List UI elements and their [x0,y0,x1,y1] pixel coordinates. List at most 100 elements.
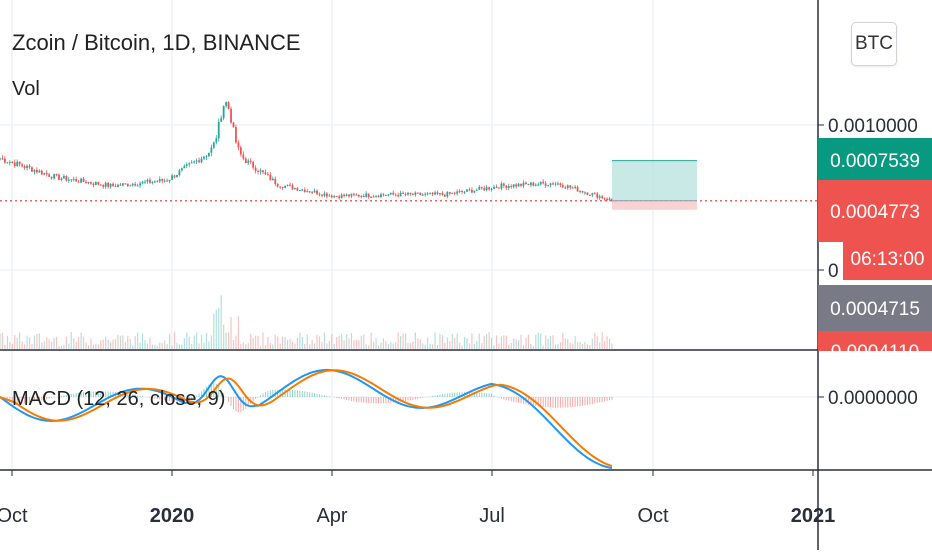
candle-body [97,182,100,185]
volume-bar [259,345,262,350]
volume-bar [80,332,82,350]
volume-bar [33,335,36,350]
candle-body [26,165,28,169]
candle-body [129,185,132,187]
last-price-badge: 0.0004773 [818,180,932,242]
candle-body [271,178,274,181]
currency-button[interactable]: BTC [851,22,897,66]
candle-body [330,195,333,198]
candle-body [269,174,272,181]
volume-bar [68,343,70,350]
candle-body [144,181,146,183]
volume-bar [213,313,215,350]
candle-body [230,108,232,123]
volume-bar [449,341,451,350]
volume-bar [591,338,593,350]
volume-bar [65,336,67,350]
volume-bar [382,338,385,350]
candle-body [193,161,196,163]
candle-body [409,192,412,194]
candle-body [505,185,508,188]
candle-body [151,181,154,183]
candle-body [43,172,46,175]
volume-label[interactable]: Vol [12,78,40,100]
candle-body [488,187,491,190]
candle-body [102,185,105,187]
volume-bar [232,339,235,350]
candle-body [244,158,247,164]
candle-body [257,170,259,172]
volume-bar [456,333,458,350]
candle-body [510,186,513,188]
candle-body [407,192,409,195]
candle-body [40,170,43,175]
candle-body [345,194,348,196]
volume-bar [227,332,230,350]
candle-body [48,174,51,177]
grid-lines [0,0,818,470]
candle-body [475,189,478,191]
volume-bar [132,345,134,350]
price-tick-label: 0.0010000 [828,116,918,137]
volume-bar [402,333,404,350]
candle-body [527,184,530,186]
volume-bar [471,333,473,350]
candle-body [227,102,230,109]
volume-bar [58,345,60,350]
volume-bar [1,332,4,350]
volume-bar [240,343,242,350]
volume-bar [409,342,412,350]
candle-body [291,185,294,190]
candle-body [397,194,400,197]
candle-body [601,196,604,199]
volume-bar [296,337,298,350]
volume-bar [237,316,240,350]
candle-body [421,194,424,196]
volume-bar [97,344,99,350]
candle-body [242,154,245,159]
candle-body [67,179,70,181]
volume-bar [73,338,75,350]
volume-bar [608,338,611,350]
candle-body [279,186,282,188]
candle-body [350,193,353,197]
volume-bar [431,344,434,350]
volume-bar [272,344,274,350]
countdown-badge: 06:13:00 [843,236,932,280]
candle-body [608,198,611,201]
candle-body [60,178,63,180]
candle-body [141,181,144,184]
volume-bar [137,332,139,350]
candle-body [483,188,486,191]
candle-body [274,178,277,185]
candle-body [515,184,518,187]
volume-bar [547,338,549,350]
volume-bar [63,344,65,350]
candle-body [367,193,370,198]
volume-bar [545,335,547,350]
candle-body [281,187,284,189]
volume-bar [60,345,63,350]
volume-bar [476,341,478,350]
badge-label: 0.0004773 [830,202,920,223]
volume-bar [503,335,505,350]
volume-bar [55,336,58,350]
volume-bar [43,341,45,350]
volume-bar [102,339,104,350]
candle-body [416,192,419,194]
candle-body [525,182,527,185]
volume-bar [436,345,439,350]
volume-bar [16,337,18,350]
macd-label[interactable]: MACD (12, 26, close, 9) [12,388,226,410]
candle-body [6,162,9,164]
candle-body [473,190,476,193]
volume-bar [331,333,333,350]
volume-bar [14,334,16,350]
volume-bar [242,342,244,350]
volume-bar [26,335,28,350]
volume-bar [451,333,453,350]
candle-body [303,189,306,193]
candle-body [220,118,223,122]
